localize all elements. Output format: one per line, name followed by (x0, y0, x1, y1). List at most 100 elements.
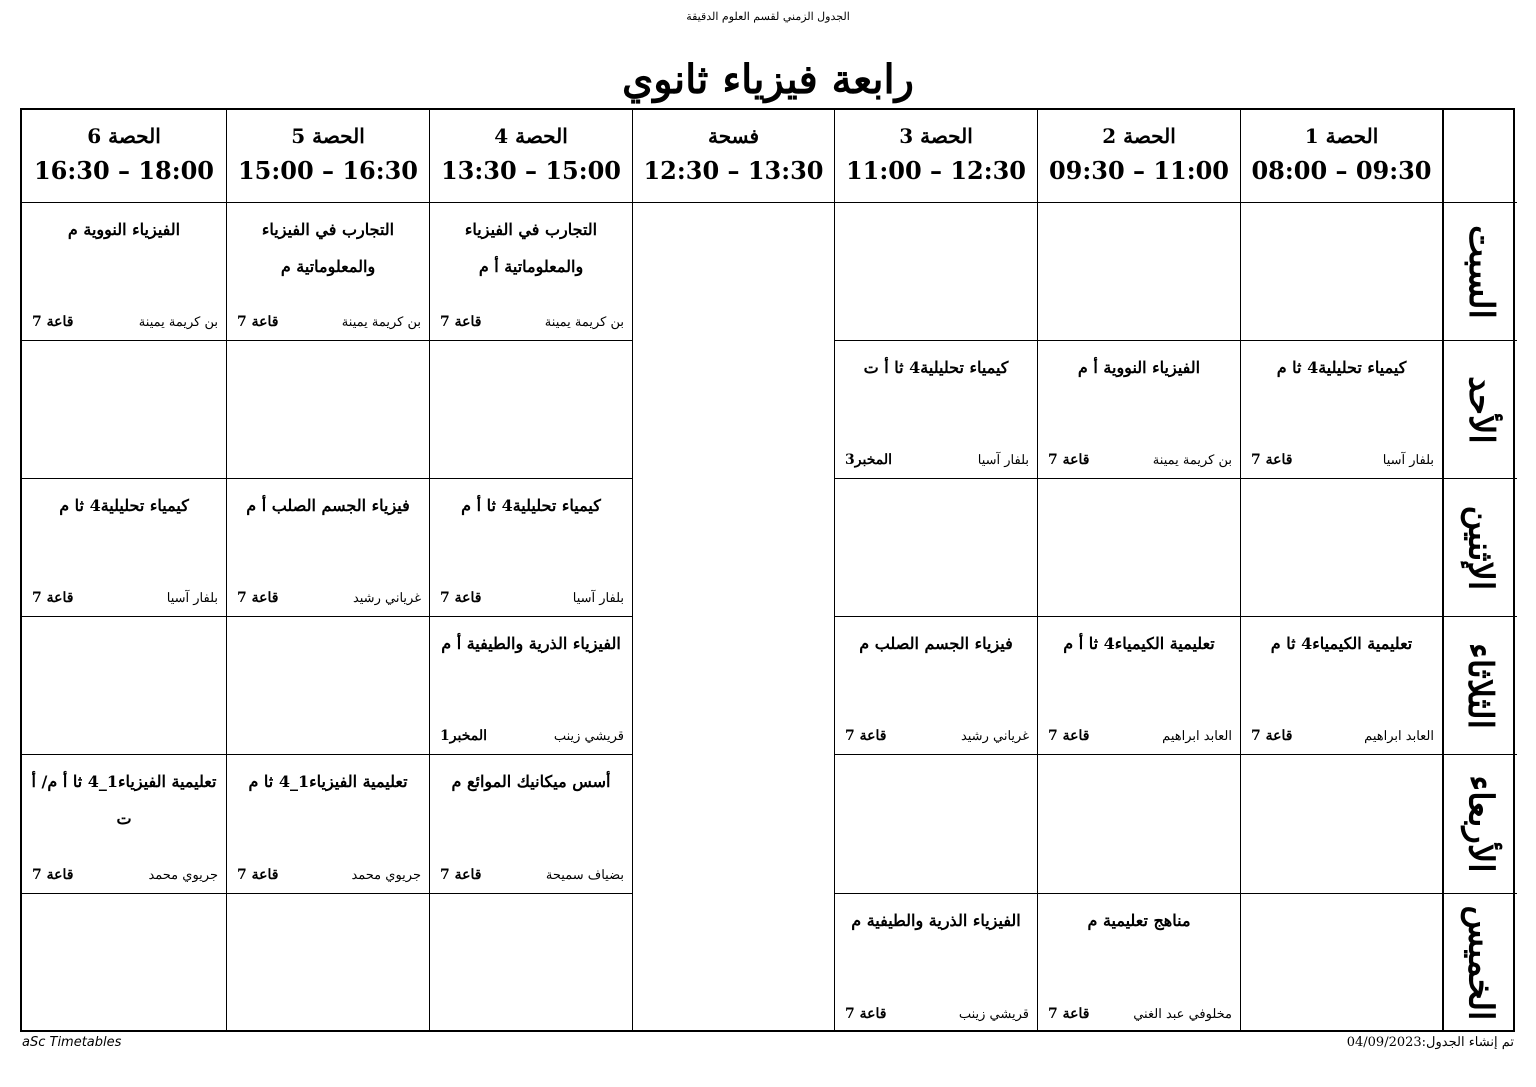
period-name: الحصة 6 (87, 124, 161, 148)
lesson-room: المخبر3 (845, 452, 892, 468)
day-name: السبت (1460, 224, 1501, 319)
empty-cell (1037, 478, 1240, 616)
lesson-teacher: مخلوفي عبد الغني (1133, 1007, 1232, 1022)
lesson-cell: أسس ميكانيك الموائع م بضياف سميحة قاعة 7 (429, 754, 632, 893)
lesson-teacher: قريشي زينب (958, 1007, 1029, 1022)
period-header: الحصة 5 15:00 – 16:30 (226, 110, 429, 202)
lesson-room: قاعة 7 (440, 590, 482, 606)
lesson-subject: فيزياء الجسم الصلب أ م (246, 496, 410, 515)
period-time: 08:00 – 09:30 (1251, 156, 1432, 185)
day-label: الإثنين (1442, 478, 1517, 616)
lesson-cell: الفيزياء النووية م بن كريمة يمينة قاعة 7 (22, 202, 226, 340)
lesson-room: قاعة 7 (237, 590, 279, 606)
period-header: الحصة 3 11:00 – 12:30 (834, 110, 1037, 202)
period-header: الحصة 2 09:30 – 11:00 (1037, 110, 1240, 202)
lesson-subject: تعليمية الفيزياء1_4 ثا أ م/ أ ت (31, 772, 217, 828)
created-date: تم إنشاء الجدول:04/09/2023 (1346, 1035, 1514, 1050)
empty-cell (1240, 893, 1442, 1032)
lesson-room: قاعة 7 (32, 590, 74, 606)
lesson-room: قاعة 7 (845, 1006, 887, 1022)
empty-cell (22, 893, 226, 1032)
lesson-teacher: جريوي محمد (351, 868, 421, 883)
lesson-room: قاعة 7 (1048, 1006, 1090, 1022)
lesson-teacher: بلفار آسيا (977, 453, 1029, 468)
lesson-room: قاعة 7 (845, 728, 887, 744)
lesson-subject: أسس ميكانيك الموائع م (451, 772, 611, 791)
lesson-room: قاعة 7 (237, 314, 279, 330)
lesson-subject: الفيزياء النووية أ م (1077, 358, 1201, 377)
lesson-subject: كيمياء تحليلية4 ثا أ ت (863, 358, 1009, 377)
timetable: الحصة 1 08:00 – 09:30 الحصة 2 09:30 – 11:00… (20, 108, 1517, 1032)
lesson-teacher: بلفار آسيا (1382, 453, 1434, 468)
lesson-teacher: العابد ابراهيم (1162, 729, 1232, 744)
header-corner (1442, 110, 1517, 202)
lesson-room: قاعة 7 (32, 314, 74, 330)
lesson-room: قاعة 7 (1048, 728, 1090, 744)
empty-cell (834, 202, 1037, 340)
period-time: 15:00 – 16:30 (237, 156, 419, 185)
lesson-room: قاعة 7 (440, 314, 482, 330)
lesson-subject: التجارب في الفيزياء والمعلوماتية أ م (464, 220, 598, 276)
period-time: 11:00 – 12:30 (845, 156, 1027, 185)
lesson-cell: الفيزياء الذرية والطيفية أ م قريشي زينب ال… (429, 616, 632, 754)
lesson-room: قاعة 7 (32, 867, 74, 883)
lesson-teacher: العابد ابراهيم (1364, 729, 1434, 744)
period-time: 16:30 – 18:00 (33, 156, 215, 185)
lesson-subject: الفيزياء الذرية والطيفية م (851, 911, 1021, 930)
lesson-cell: فيزياء الجسم الصلب م غرياني رشيد قاعة 7 (834, 616, 1037, 754)
lesson-cell: كيمياء تحليلية4 ثا أ م بلفار آسيا قاعة 7 (429, 478, 632, 616)
empty-cell (226, 893, 429, 1032)
period-header: فسحة 12:30 – 13:30 (632, 110, 834, 202)
lesson-teacher: بن كريمة يمينة (1152, 453, 1232, 468)
header-note: الجدول الزمني لقسم العلوم الدقيقة (686, 10, 850, 23)
empty-cell (1240, 754, 1442, 893)
empty-cell (429, 340, 632, 478)
lesson-teacher: بلفار آسيا (166, 591, 218, 606)
empty-cell (1037, 754, 1240, 893)
period-header: الحصة 6 16:30 – 18:00 (22, 110, 226, 202)
empty-cell (1037, 202, 1240, 340)
day-name: الإثنين (1460, 505, 1501, 590)
period-header: الحصة 1 08:00 – 09:30 (1240, 110, 1442, 202)
empty-cell (22, 616, 226, 754)
lesson-teacher: بن كريمة يمينة (544, 315, 624, 330)
lesson-subject: تعليمية الفيزياء1_4 ثا م (248, 772, 408, 791)
period-time: 12:30 – 13:30 (643, 156, 824, 185)
lesson-teacher: بن كريمة يمينة (138, 315, 218, 330)
day-name: الثلاثاء (1460, 642, 1501, 729)
lesson-subject: الفيزياء الذرية والطيفية أ م (441, 634, 621, 653)
period-name: الحصة 1 (1304, 124, 1379, 148)
day-name: الأحد (1460, 375, 1501, 444)
empty-cell (1240, 478, 1442, 616)
break-column (632, 202, 834, 1032)
lesson-cell: التجارب في الفيزياء والمعلوماتية م بن كري… (226, 202, 429, 340)
period-name: الحصة 4 (494, 124, 568, 148)
period-name: فسحة (707, 124, 760, 148)
day-label: الأحد (1442, 340, 1517, 478)
lesson-cell: كيمياء تحليلية4 ثا م بلفار آسيا قاعة 7 (1240, 340, 1442, 478)
lesson-cell: التجارب في الفيزياء والمعلوماتية أ م بن ك… (429, 202, 632, 340)
empty-cell (834, 478, 1037, 616)
lesson-room: المخبر1 (440, 728, 487, 744)
lesson-subject: التجارب في الفيزياء والمعلوماتية م (261, 220, 395, 276)
page-title: رابعة فيزياء ثانوي (622, 56, 914, 103)
lesson-subject: تعليمية الكيمياء4 ثا م (1270, 634, 1413, 653)
lesson-teacher: غرياني رشيد (960, 729, 1029, 744)
lesson-subject: تعليمية الكيمياء4 ثا أ م (1063, 634, 1215, 653)
lesson-subject: الفيزياء النووية م (67, 220, 181, 239)
lesson-subject: كيمياء تحليلية4 ثا أ م (461, 496, 601, 515)
period-time: 09:30 – 11:00 (1048, 156, 1230, 185)
lesson-room: قاعة 7 (237, 867, 279, 883)
lesson-cell: تعليمية الفيزياء1_4 ثا أ م/ أ ت جريوي محم… (22, 754, 226, 893)
lesson-subject: كيمياء تحليلية4 ثا م (59, 496, 189, 515)
period-name: الحصة 2 (1102, 124, 1176, 148)
empty-cell (429, 893, 632, 1032)
period-time: 13:30 – 15:00 (440, 156, 622, 185)
lesson-subject: فيزياء الجسم الصلب م (859, 634, 1013, 653)
period-header: الحصة 4 13:30 – 15:00 (429, 110, 632, 202)
lesson-cell: تعليمية الكيمياء4 ثا م العابد ابراهيم قاعة… (1240, 616, 1442, 754)
lesson-subject: كيمياء تحليلية4 ثا م (1276, 358, 1407, 377)
day-label: الثلاثاء (1442, 616, 1517, 754)
day-name: الأربعاء (1460, 775, 1501, 873)
empty-cell (226, 616, 429, 754)
